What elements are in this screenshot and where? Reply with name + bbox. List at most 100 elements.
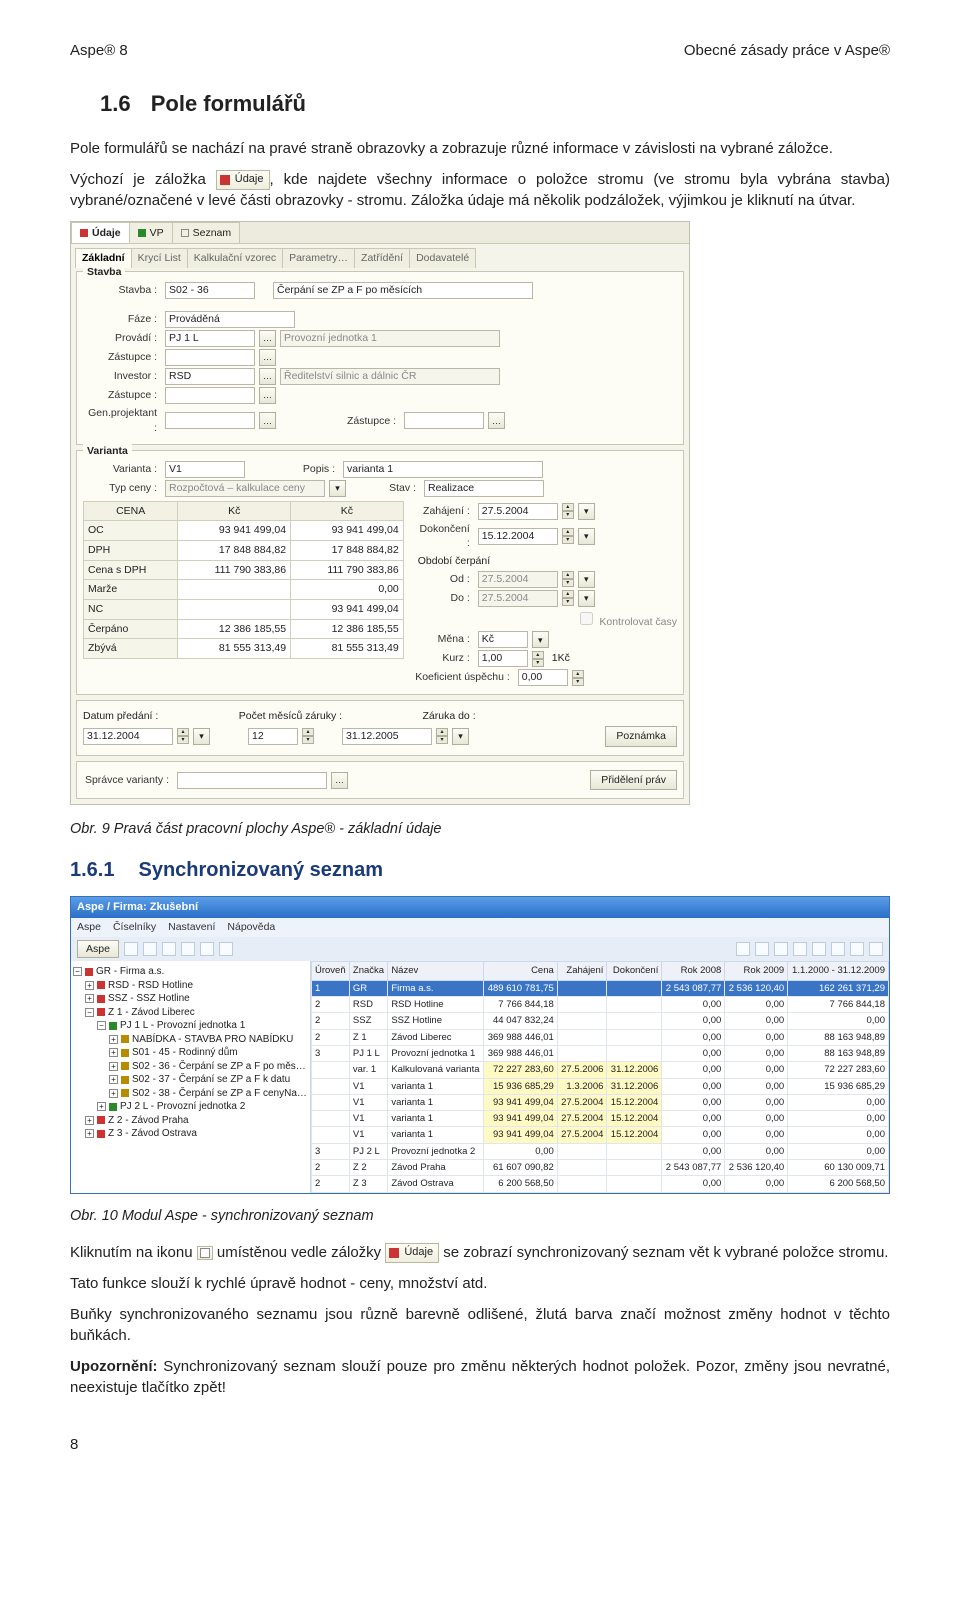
grid-cell[interactable]: 369 988 446,01 — [484, 1045, 558, 1061]
tab-udaje[interactable]: Údaje — [71, 222, 130, 244]
table-row[interactable]: 3PJ 2 LProvozní jednotka 20,000,000,000,… — [312, 1143, 889, 1159]
grid-cell[interactable]: 2 — [312, 997, 350, 1013]
tree-view[interactable]: −GR - Firma a.s.+RSD - RSD Hotline+SSZ -… — [71, 961, 311, 1192]
lookup-provadi-button[interactable]: … — [259, 330, 276, 347]
spinner-dokonceni[interactable]: ▴▾ — [562, 528, 574, 544]
aspe-button[interactable]: Aspe — [77, 940, 119, 959]
fld-zahajeni[interactable]: 27.5.2004 — [478, 503, 558, 520]
grid-header[interactable]: 1.1.2000 - 31.12.2009 — [788, 962, 889, 980]
expand-icon[interactable]: + — [97, 1102, 106, 1111]
sync-grid[interactable]: ÚroveňZnačkaNázevCenaZahájeníDokončeníRo… — [311, 961, 889, 1192]
grid-cell[interactable]: Z 1 — [349, 1029, 387, 1045]
spinner-pocet-mes[interactable]: ▴▾ — [302, 728, 314, 744]
expand-icon[interactable]: + — [109, 1062, 118, 1071]
grid-cell[interactable] — [312, 1111, 350, 1127]
grid-cell[interactable]: 0,00 — [725, 1143, 788, 1159]
grid-cell[interactable]: 0,00 — [725, 1045, 788, 1061]
tree-node[interactable]: +S02 - 36 - Čerpání se ZP a F po měsícíc… — [73, 1060, 308, 1074]
grid-cell[interactable]: 0,00 — [725, 1127, 788, 1143]
grid-cell[interactable]: 0,00 — [662, 1111, 725, 1127]
table-row[interactable]: V1varianta 193 941 499,0427.5.200415.12.… — [312, 1127, 889, 1143]
expand-icon[interactable]: − — [97, 1021, 106, 1030]
inner-tab[interactable]: Parametry… — [282, 248, 355, 268]
grid-cell[interactable]: 0,00 — [788, 1111, 889, 1127]
poznamka-button[interactable]: Poznámka — [605, 726, 677, 747]
fld-faze[interactable]: Prováděná — [165, 311, 295, 328]
grid-cell[interactable]: 27.5.2004 — [557, 1127, 607, 1143]
fld-genproj[interactable] — [165, 412, 255, 429]
grid-cell[interactable]: 2 543 087,77 — [662, 1159, 725, 1175]
grid-cell[interactable]: 0,00 — [662, 1078, 725, 1094]
grid-cell[interactable]: Kalkulovaná varianta — [388, 1062, 484, 1078]
grid-cell[interactable]: V1 — [349, 1127, 387, 1143]
grid-header[interactable]: Rok 2008 — [662, 962, 725, 980]
tab-vp[interactable]: VP — [129, 222, 173, 244]
table-row[interactable]: var. 1Kalkulovaná varianta72 227 283,602… — [312, 1062, 889, 1078]
grid-cell[interactable]: V1 — [349, 1094, 387, 1110]
grid-cell[interactable]: 0,00 — [662, 1127, 725, 1143]
grid-cell[interactable] — [312, 1127, 350, 1143]
grid-cell[interactable]: PJ 2 L — [349, 1143, 387, 1159]
fld-typceny[interactable]: Rozpočtová – kalkulace ceny — [165, 480, 325, 497]
inner-tab[interactable]: Dodavatelé — [409, 248, 476, 268]
grid-cell[interactable]: 2 536 120,40 — [725, 1159, 788, 1175]
grid-header[interactable]: Dokončení — [607, 962, 662, 980]
grid-cell[interactable]: Provozní jednotka 1 — [388, 1045, 484, 1061]
grid-cell[interactable]: 27.5.2006 — [557, 1062, 607, 1078]
grid-cell[interactable]: 489 610 781,75 — [484, 980, 558, 996]
grid-cell[interactable]: RSD Hotline — [388, 997, 484, 1013]
table-row[interactable]: 2RSDRSD Hotline7 766 844,180,000,007 766… — [312, 997, 889, 1013]
expand-icon[interactable]: + — [109, 1035, 118, 1044]
tb-icon[interactable] — [831, 942, 845, 956]
grid-cell[interactable] — [557, 980, 607, 996]
grid-cell[interactable] — [607, 1176, 662, 1192]
grid-cell[interactable]: 2 — [312, 1176, 350, 1192]
cal-dokonceni[interactable]: ▾ — [578, 528, 595, 545]
fld-varianta-code[interactable]: V1 — [165, 461, 245, 478]
spinner-do[interactable]: ▴▾ — [562, 590, 574, 606]
expand-icon[interactable]: + — [85, 1116, 94, 1125]
tree-node[interactable]: +Z 3 - Závod Ostrava — [73, 1127, 308, 1141]
tb-icon[interactable] — [200, 942, 214, 956]
grid-cell[interactable]: 3 — [312, 1143, 350, 1159]
grid-cell[interactable]: varianta 1 — [388, 1127, 484, 1143]
grid-header[interactable]: Název — [388, 962, 484, 980]
grid-cell[interactable]: varianta 1 — [388, 1111, 484, 1127]
expand-icon[interactable]: + — [109, 1048, 118, 1057]
tree-node[interactable]: +PJ 2 L - Provozní jednotka 2 — [73, 1100, 308, 1114]
fld-datum-predani[interactable]: 31.12.2004 — [83, 728, 173, 745]
grid-cell[interactable]: 88 163 948,89 — [788, 1029, 889, 1045]
tb-icon[interactable] — [736, 942, 750, 956]
tb-icon[interactable] — [162, 942, 176, 956]
grid-cell[interactable]: Závod Liberec — [388, 1029, 484, 1045]
grid-cell[interactable]: PJ 1 L — [349, 1045, 387, 1061]
expand-icon[interactable]: − — [73, 967, 82, 976]
tree-node[interactable]: −PJ 1 L - Provozní jednotka 1 — [73, 1019, 308, 1033]
expand-icon[interactable]: + — [85, 1129, 94, 1138]
fld-zastupce2[interactable] — [165, 387, 255, 404]
inner-tab[interactable]: Kalkulační vzorec — [187, 248, 283, 268]
fld-provadi-code[interactable]: PJ 1 L — [165, 330, 255, 347]
grid-cell[interactable]: 0,00 — [484, 1143, 558, 1159]
grid-cell[interactable] — [312, 1078, 350, 1094]
grid-cell[interactable] — [607, 980, 662, 996]
tree-node[interactable]: +S01 - 45 - Rodinný dům — [73, 1046, 308, 1060]
grid-cell[interactable]: 93 941 499,04 — [484, 1127, 558, 1143]
grid-cell[interactable]: GR — [349, 980, 387, 996]
grid-cell[interactable]: 27.5.2004 — [557, 1111, 607, 1127]
spinner-zahajeni[interactable]: ▴▾ — [562, 503, 574, 519]
tree-node[interactable]: −GR - Firma a.s. — [73, 965, 308, 979]
menu-item[interactable]: Nápověda — [227, 920, 275, 935]
fld-dokonceni[interactable]: 15.12.2004 — [478, 528, 558, 545]
expand-icon[interactable]: + — [85, 981, 94, 990]
grid-cell[interactable]: Z 2 — [349, 1159, 387, 1175]
cal-zahajeni[interactable]: ▾ — [578, 503, 595, 520]
grid-cell[interactable] — [607, 997, 662, 1013]
grid-header[interactable]: Úroveň — [312, 962, 350, 980]
spinner-datum-predani[interactable]: ▴▾ — [177, 728, 189, 744]
grid-cell[interactable]: 15 936 685,29 — [788, 1078, 889, 1094]
tb-icon[interactable] — [869, 942, 883, 956]
expand-icon[interactable]: + — [109, 1075, 118, 1084]
lookup-investor-button[interactable]: … — [259, 368, 276, 385]
grid-cell[interactable]: 0,00 — [788, 1094, 889, 1110]
